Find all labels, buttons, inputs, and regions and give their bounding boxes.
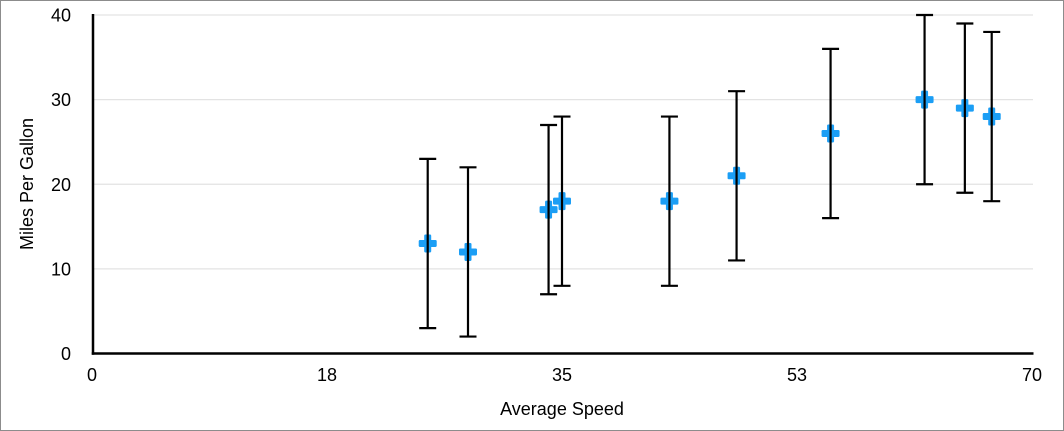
y-tick-label: 20	[51, 175, 71, 195]
error-bar	[553, 115, 571, 287]
y-tick-label: 30	[51, 90, 71, 110]
error-bar	[983, 30, 1001, 203]
x-axis-title: Average Speed	[500, 399, 624, 419]
error-bar	[916, 13, 934, 186]
y-axis-title: Miles Per Gallon	[17, 117, 37, 251]
y-tick-label: 10	[51, 259, 71, 279]
error-bar	[419, 157, 437, 330]
x-tick-label: 35	[552, 365, 572, 385]
x-tick-label: 70	[1022, 365, 1042, 385]
error-bar	[540, 123, 558, 296]
x-tick-label: 18	[317, 365, 337, 385]
error-bar	[459, 166, 477, 338]
error-bar	[822, 47, 840, 220]
x-tick-label: 0	[87, 365, 97, 385]
y-tick-label: 40	[51, 6, 71, 26]
y-tick-label: 0	[61, 344, 71, 364]
x-tick-label: 53	[787, 365, 807, 385]
error-bar	[660, 115, 678, 287]
error-bar	[728, 90, 746, 262]
error-bar	[956, 22, 974, 194]
